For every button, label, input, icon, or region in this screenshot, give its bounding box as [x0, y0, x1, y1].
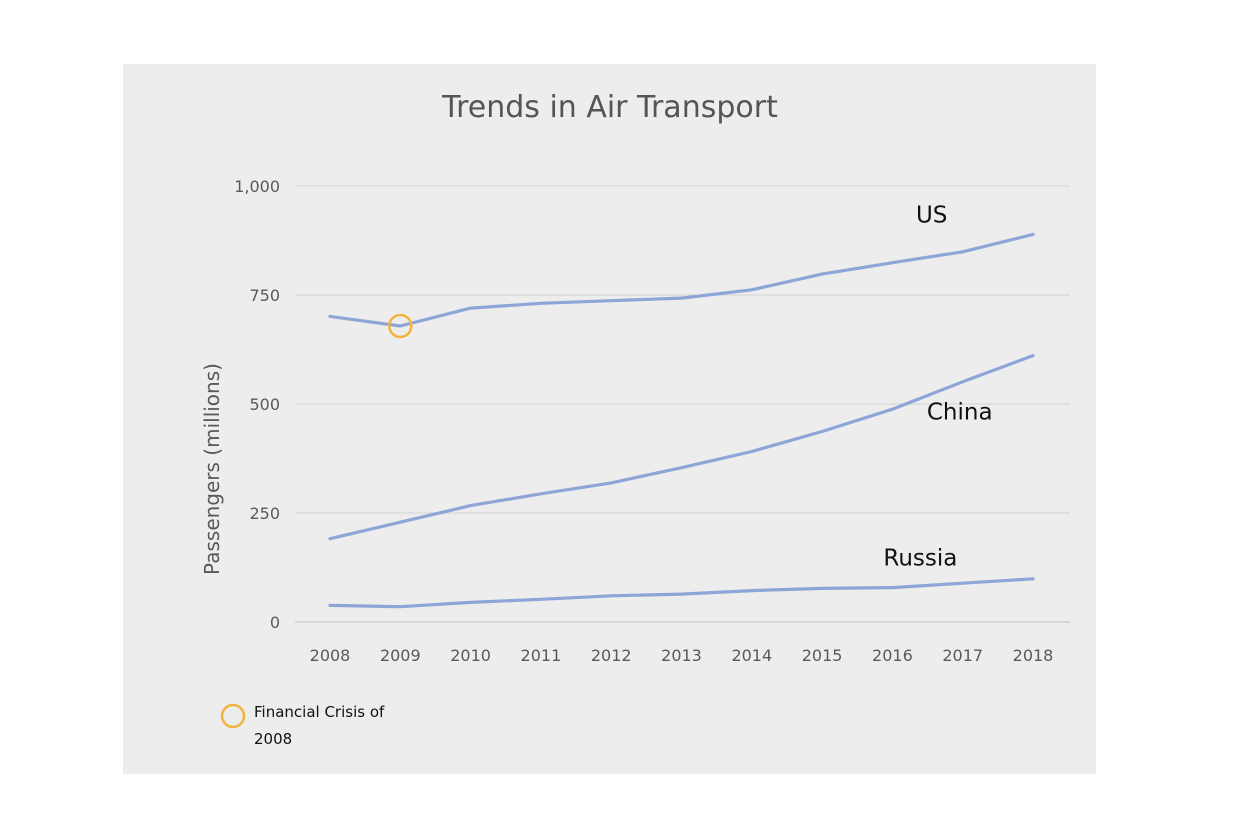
- x-axis-ticks: 2008 2009 2010 2011 2012 2013 2014 2015 2016 2017…: [310, 646, 1054, 665]
- annotations: [388, 313, 413, 339]
- x-tick-label: 2009: [380, 646, 421, 665]
- chart-title: Trends in Air Transport: [441, 90, 778, 125]
- y-axis-title: Passengers (millions): [200, 363, 224, 575]
- y-axis-ticks: 0 250 500 750 1,000: [234, 177, 280, 632]
- x-tick-label: 2016: [872, 646, 913, 665]
- series-label-russia: Russia: [883, 545, 957, 571]
- y-tick-label: 1,000: [234, 177, 280, 196]
- x-tick-label: 2008: [310, 646, 351, 665]
- x-tick-label: 2015: [802, 646, 843, 665]
- y-tick-label: 250: [249, 504, 280, 523]
- legend-label-line1: Financial Crisis of: [254, 703, 385, 721]
- series-labels: US China Russia: [883, 202, 992, 571]
- series-lines: [328, 232, 1035, 609]
- x-tick-label: 2017: [942, 646, 983, 665]
- x-tick-label: 2018: [1013, 646, 1054, 665]
- legend: Financial Crisis of 2008: [220, 703, 385, 748]
- x-tick-label: 2014: [731, 646, 772, 665]
- financial-crisis-marker: [388, 313, 413, 339]
- x-tick-label: 2010: [450, 646, 491, 665]
- y-tick-label: 0: [270, 613, 280, 632]
- series-line-china: [328, 354, 1035, 541]
- legend-label-line2: 2008: [254, 730, 292, 748]
- series-label-china: China: [927, 399, 993, 425]
- series-line-us: [328, 232, 1035, 328]
- gridlines: [295, 185, 1070, 623]
- series-label-us: US: [916, 202, 947, 228]
- x-tick-label: 2013: [661, 646, 702, 665]
- y-tick-label: 500: [249, 395, 280, 414]
- x-tick-label: 2012: [591, 646, 632, 665]
- legend-circle-marker: [220, 703, 246, 729]
- x-tick-label: 2011: [521, 646, 562, 665]
- series-line-russia: [328, 577, 1035, 609]
- line-chart: Trends in Air Transport 02505007501,000 …: [200, 90, 1070, 748]
- y-tick-label: 750: [249, 286, 280, 305]
- chart-panel: Trends in Air Transport 0 250 500 750 1,000 …: [123, 64, 1096, 774]
